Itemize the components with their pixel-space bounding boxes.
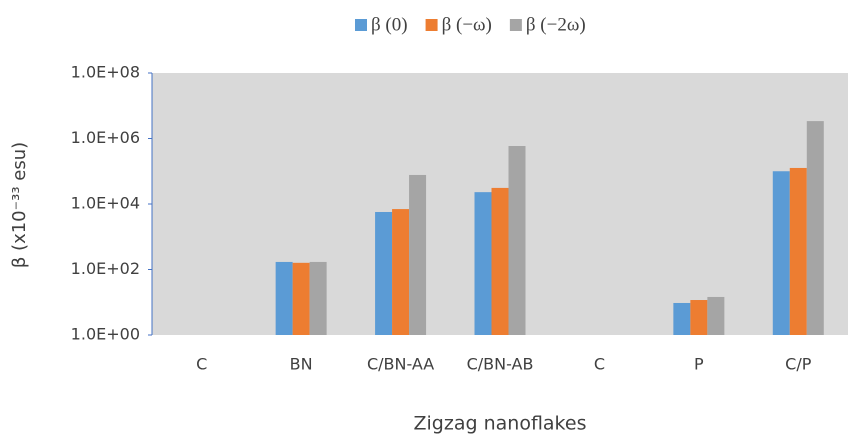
x-tick-label: P [694,355,704,374]
bar [673,302,691,335]
bar [690,300,708,335]
bar [375,211,393,335]
bar [806,121,824,336]
bar [292,262,310,335]
y-tick-label: 1.0E+06 [71,128,140,147]
bar [772,171,790,335]
bar [707,296,725,335]
legend-swatch [509,19,522,31]
legend-label: β (−ω) [442,14,492,35]
y-tick-label: 1.0E+00 [71,325,140,344]
y-tick-label: 1.0E+02 [71,259,140,278]
y-tick-label: 1.0E+04 [71,194,140,213]
legend-label: β (−2ω) [526,14,586,35]
x-tick-label: C/P [785,355,812,374]
y-axis-title: β (x10⁻³³ esu) [9,142,30,268]
legend-swatch [425,19,438,31]
x-axis-title: Zigzag nanoflakes [414,413,587,435]
x-tick-label: C/BN-AB [467,355,534,374]
bar [309,261,327,335]
legend-label: β (0) [371,14,408,35]
bar [491,187,509,335]
x-tick-label: C [196,355,207,374]
x-tick-label: C/BN-AA [367,355,434,374]
bar [392,209,410,335]
bar [409,174,427,335]
bar [474,192,492,335]
x-tick-label: C [594,355,605,374]
bar [508,146,526,335]
bar [789,167,807,335]
x-tick-label: BN [290,355,313,374]
bar [275,261,293,335]
y-tick-label: 1.0E+08 [71,63,140,82]
legend-swatch [355,19,367,31]
